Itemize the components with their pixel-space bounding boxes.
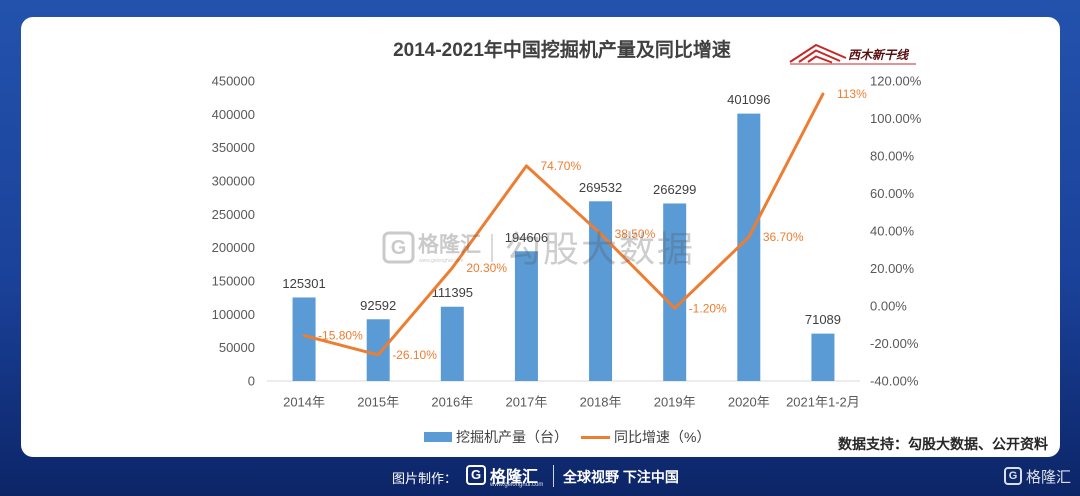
growth-value-label-1: -26.10% <box>392 348 437 362</box>
growth-value-label-5: -1.20% <box>689 301 727 315</box>
y-left-tick-label: 150000 <box>212 274 255 289</box>
watermark-logo-letter: G <box>391 237 407 259</box>
growth-value-label-0: -15.80% <box>318 329 363 343</box>
footer-slogan: 全球视野 下注中国 <box>563 469 679 485</box>
y-right-tick-label: -20.00% <box>870 336 919 351</box>
x-tick-label: 2014年 <box>283 395 325 410</box>
production-bar-6 <box>737 113 761 382</box>
bar-value-label-6: 401096 <box>727 92 770 107</box>
watermark-logo-icon <box>382 231 415 264</box>
logo-text: 西木新干线 <box>848 48 910 62</box>
watermark-product: 勾股大数据 <box>505 229 695 270</box>
x-tick-label: 2020年 <box>728 395 770 410</box>
y-right-tick-label: 80.00% <box>870 149 915 164</box>
growth-rate-line <box>302 92 825 357</box>
logo-roof-icon <box>798 49 841 63</box>
y-left-tick-label: 0 <box>248 374 255 389</box>
y-right-tick-label: 100.00% <box>870 111 922 126</box>
production-bar-3 <box>514 251 538 381</box>
growth-value-label-4: 38.50% <box>615 227 656 241</box>
publisher-logo: 西木新干线 <box>789 43 916 65</box>
y-right-tick-label: 40.00% <box>870 224 915 239</box>
production-bar-4 <box>589 201 613 381</box>
chart-card <box>21 17 1060 457</box>
y-right-tick-label: 20.00% <box>870 261 915 276</box>
bar-value-label-7: 71089 <box>805 312 841 327</box>
x-tick-label: 2021年1-2月 <box>786 395 860 410</box>
bar-value-label-3: 194606 <box>505 230 548 245</box>
y-left-tick-label: 300000 <box>212 174 255 189</box>
legend-label-production: 挖掘机产量（台） <box>456 429 568 445</box>
y-right-tick-label: 120.00% <box>870 74 922 89</box>
legend: 挖掘机产量（台） 同比增速（%） <box>424 428 710 446</box>
production-bar-2 <box>440 306 464 381</box>
production-bar-1 <box>366 319 390 381</box>
bar-value-label-2: 111395 <box>432 285 473 300</box>
watermark-url: www.gelonghui.com <box>419 258 463 264</box>
corner-logo-icon: G <box>1004 467 1022 485</box>
bar-value-label-5: 266299 <box>653 182 696 197</box>
legend-item-production: 挖掘机产量（台） <box>424 427 568 447</box>
growth-value-label-2: 20.30% <box>466 261 507 275</box>
footer-logo-icon: G <box>466 465 486 485</box>
chart-title: 2014-2021年中国挖掘机产量及同比增速 <box>393 40 731 61</box>
footer-url: www.gelonghui.com <box>490 482 544 488</box>
bar-value-label-1: 92592 <box>360 298 396 313</box>
x-tick-label: 2019年 <box>654 395 696 410</box>
growth-value-label-6: 36.70% <box>763 230 804 244</box>
growth-value-labels: -15.80% -26.10% 20.30% 74.70% 38.50% -1.20% 36… <box>318 87 867 362</box>
data-source: 数据支持：勾股大数据、公开资料 <box>838 436 1048 452</box>
y-left-tick-label: 250000 <box>212 207 255 222</box>
y-right-tick-label: 60.00% <box>870 186 915 201</box>
y-left-tick-label: 350000 <box>212 140 255 155</box>
y-left-tick-label: 200000 <box>212 240 255 255</box>
axes: 0 50000 100000 150000 200000 250000 300000 3500… <box>212 74 922 410</box>
x-tick-label: 2018年 <box>580 395 622 410</box>
y-right-tick-label: 0.00% <box>870 299 907 314</box>
footer-divider <box>553 465 554 487</box>
production-bar-5 <box>663 203 687 381</box>
x-tick-label: 2017年 <box>505 395 547 410</box>
logo-roof-icon <box>807 55 833 64</box>
x-tick-label: 2016年 <box>431 395 473 410</box>
production-bar-7 <box>811 333 835 381</box>
y-left-tick-label: 400000 <box>212 107 255 122</box>
bar-value-label-4: 269532 <box>579 180 622 195</box>
watermark: G 格隆汇 www.gelonghui.com 勾股大数据 <box>382 229 695 270</box>
production-bars <box>292 113 835 382</box>
legend-label-growth: 同比增速（%） <box>614 429 711 445</box>
legend-swatch-bar <box>424 432 452 442</box>
y-left-tick-label: 50000 <box>219 340 255 355</box>
y-left-tick-label: 450000 <box>212 74 255 89</box>
y-right-tick-label: -40.00% <box>870 374 919 389</box>
watermark-brand: 格隆汇 <box>418 233 481 257</box>
legend-item-growth: 同比增速（%） <box>581 427 710 447</box>
footer-made-by: 图片制作： <box>392 471 458 486</box>
growth-value-label-7: 113% <box>837 87 867 101</box>
production-value-labels: 125301 92592 111395 194606 269532 266299 40109… <box>282 92 841 327</box>
bar-value-label-0: 125301 <box>282 276 325 291</box>
growth-value-label-3: 74.70% <box>540 159 581 173</box>
corner-brand: 格隆汇 <box>1026 469 1072 486</box>
y-left-tick-label: 100000 <box>212 307 255 322</box>
legend-swatch-line <box>581 435 610 439</box>
production-bar-0 <box>292 297 316 381</box>
x-tick-label: 2015年 <box>357 395 399 410</box>
growth-rate-series <box>302 92 825 357</box>
footer-brand: 格隆汇 <box>490 469 539 486</box>
logo-roof-icon <box>789 43 847 63</box>
